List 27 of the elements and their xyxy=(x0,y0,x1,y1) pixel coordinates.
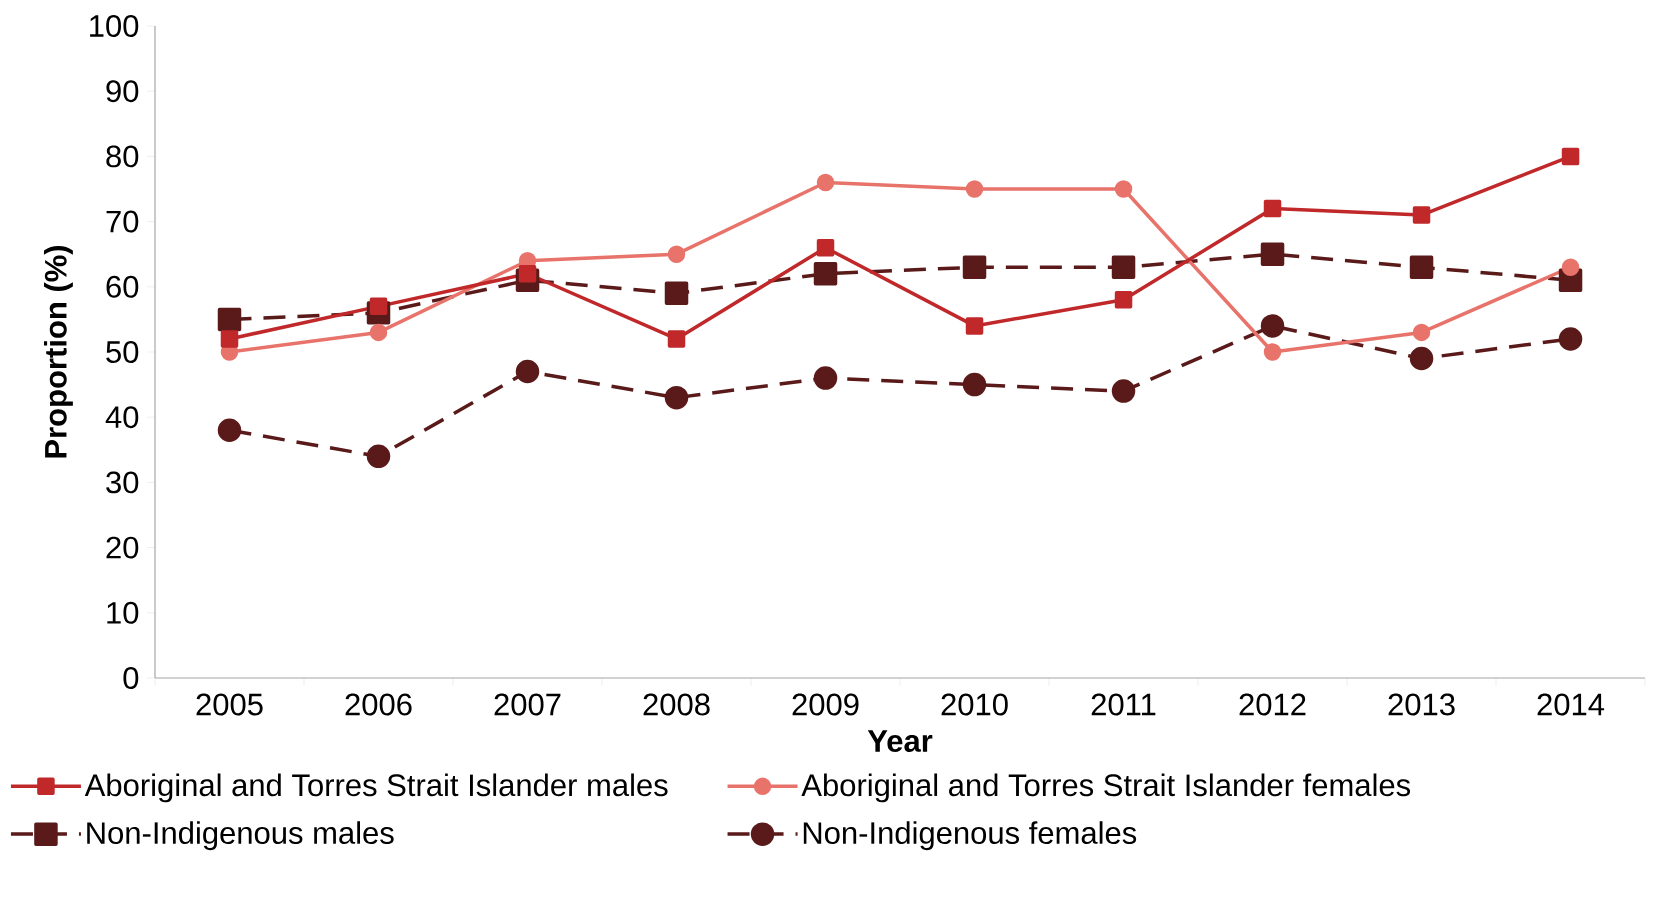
x-tick-label: 2007 xyxy=(494,693,561,716)
y-tick-label: 100 xyxy=(90,15,139,37)
x-tick-label: 2013 xyxy=(1388,693,1455,716)
x-axis-title: Year xyxy=(867,730,933,752)
y-tick-label: 90 xyxy=(106,80,139,103)
y-tick-label: 60 xyxy=(106,275,139,298)
y-tick-label: 80 xyxy=(106,145,139,168)
y-tick-label: 20 xyxy=(106,536,139,559)
x-tick-label: 2014 xyxy=(1537,693,1605,716)
x-tick-label: 2010 xyxy=(941,693,1008,716)
y-tick-label: 30 xyxy=(106,471,139,494)
legend-label: Aboriginal and Torres Strait Islander females xyxy=(801,773,1411,803)
y-tick-label: 40 xyxy=(105,406,139,429)
x-tick-label: 2012 xyxy=(1239,693,1306,716)
x-tick-label: 2009 xyxy=(792,693,859,716)
legend-label: Non-Indigenous females xyxy=(803,821,1137,851)
x-tick-label: 2008 xyxy=(643,693,710,716)
x-tick-label: 2011 xyxy=(1091,693,1156,716)
y-tick-label: 50 xyxy=(106,341,139,363)
x-tick-label: 2005 xyxy=(196,693,263,716)
x-tick-label: 2006 xyxy=(345,693,412,716)
y-tick-label: 0 xyxy=(123,667,139,689)
y-tick-label: 70 xyxy=(106,210,139,233)
y-axis-title: Proportion (%) xyxy=(43,245,73,458)
y-tick-label: 10 xyxy=(107,601,139,624)
legend-label: Non-Indigenous males xyxy=(87,821,394,851)
legend-label: Aboriginal and Torres Strait Islander males xyxy=(84,773,668,803)
